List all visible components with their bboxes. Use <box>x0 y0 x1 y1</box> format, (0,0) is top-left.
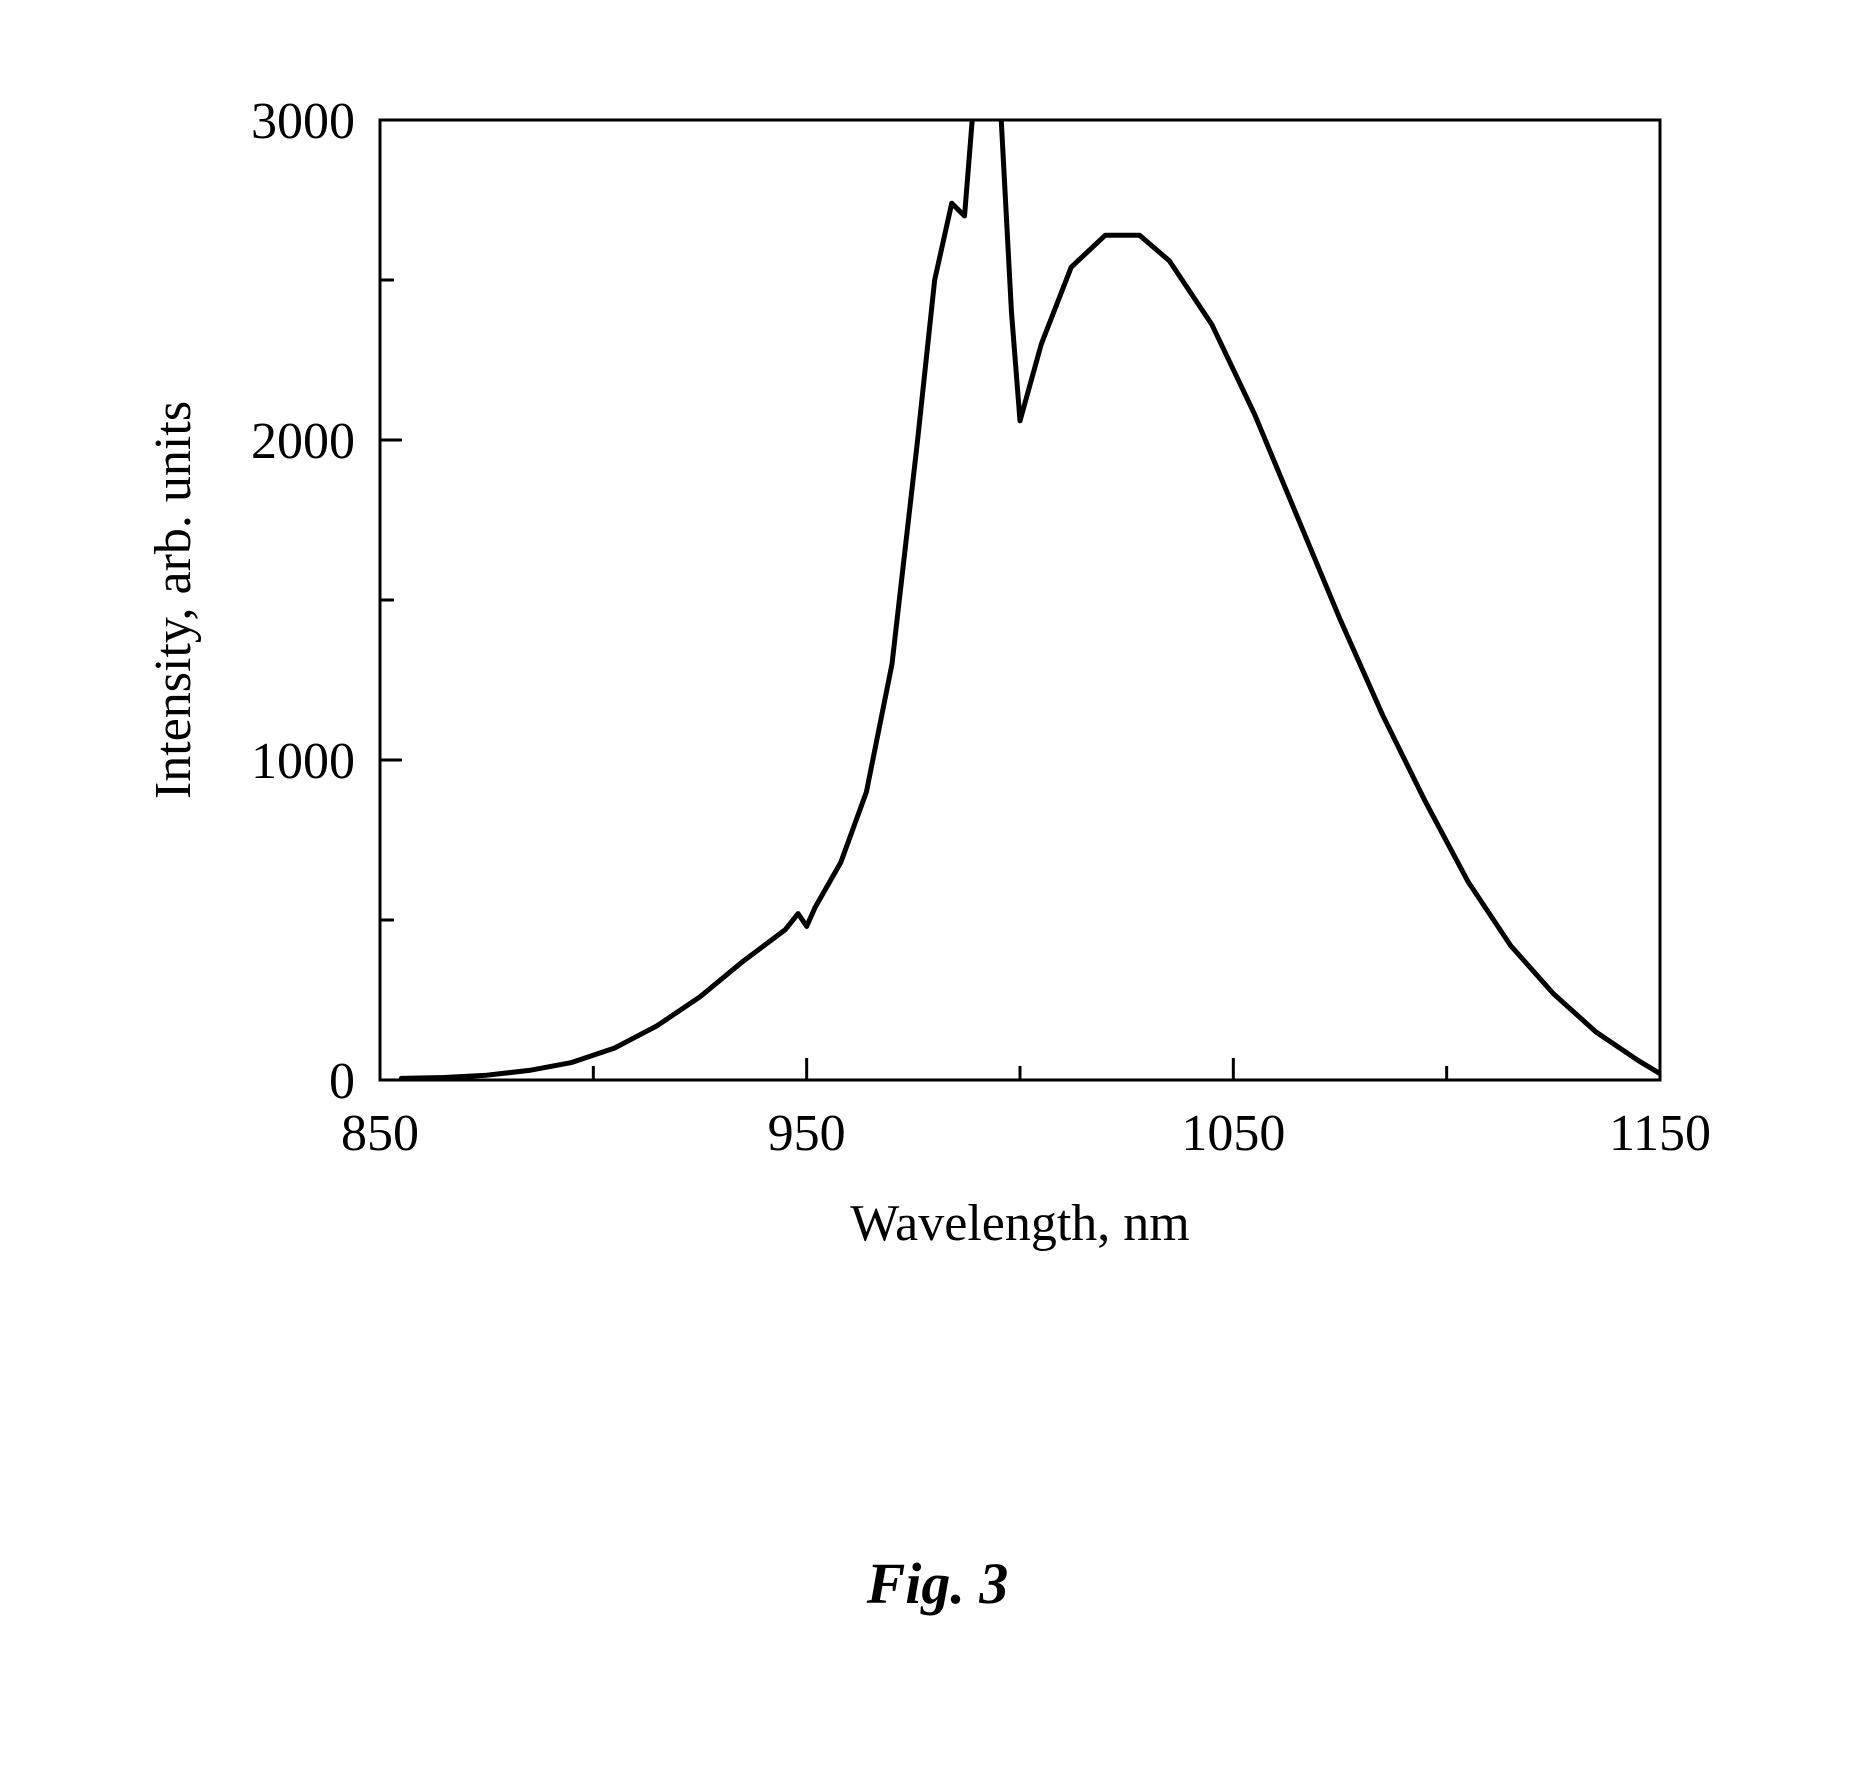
page: 850 950 1050 1150 0 1000 2000 3000 Wavelength, n… <box>0 0 1875 1781</box>
series-spectrum <box>401 80 1660 1078</box>
chart-container: 850 950 1050 1150 0 1000 2000 3000 Wavelength, n… <box>120 80 1720 1280</box>
y-tick-label: 3000 <box>251 93 355 150</box>
plot-border <box>380 120 1660 1080</box>
spectrum-chart: 850 950 1050 1150 0 1000 2000 3000 Wavelength, n… <box>120 80 1720 1280</box>
figure-caption: Fig. 3 <box>0 1550 1875 1617</box>
x-tick-label: 850 <box>341 1105 419 1162</box>
y-axis-label: Intensity, arb. units <box>145 401 202 799</box>
x-axis-label: Wavelength, nm <box>850 1195 1190 1252</box>
x-tick-label: 1050 <box>1181 1105 1285 1162</box>
x-tick-label: 1150 <box>1609 1105 1711 1162</box>
y-tick-label: 1000 <box>251 733 355 790</box>
y-tick-label: 2000 <box>251 413 355 470</box>
x-tick-label: 950 <box>768 1105 846 1162</box>
y-tick-label: 0 <box>329 1053 355 1110</box>
